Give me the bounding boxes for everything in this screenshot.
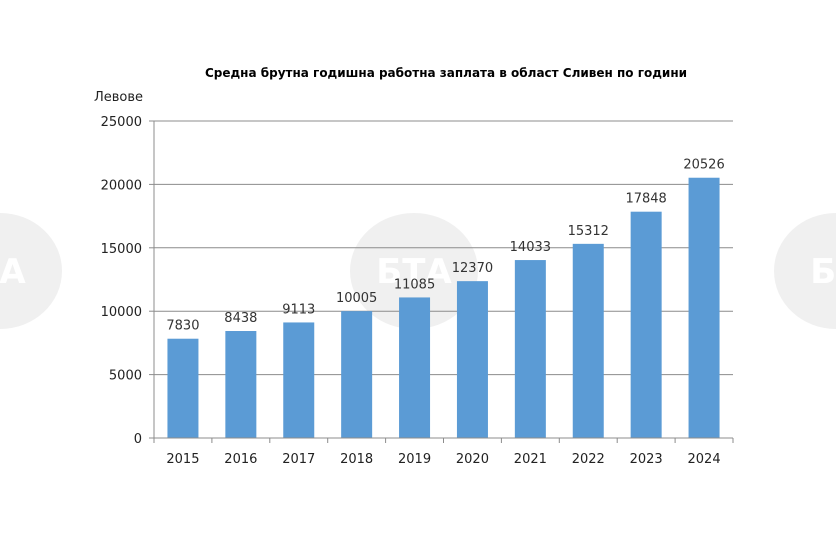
bar-2022: [572, 243, 604, 438]
data-label-2021: 14033: [510, 240, 551, 255]
x-tick-label: 2023: [630, 452, 663, 467]
data-label-2016: 8438: [224, 311, 257, 326]
data-label-2017: 9113: [282, 302, 315, 317]
bar-2024: [688, 177, 720, 438]
chart-title: Средна брутна годишна работна заплата в …: [205, 66, 687, 80]
x-tick-label: 2021: [514, 452, 547, 467]
data-label-2018: 10005: [336, 291, 377, 306]
x-tick-label: 2024: [688, 452, 721, 467]
data-label-2023: 17848: [625, 192, 666, 207]
bar-2016: [225, 331, 257, 438]
data-labels: 7830 8438 9113 10005 11085 12370 14033 15312 178…: [166, 158, 724, 334]
y-tick-label: 25000: [101, 115, 142, 130]
data-label-2019: 11085: [394, 277, 435, 292]
y-axis-label: Левове: [94, 90, 143, 105]
watermark-logo-right: БТА: [774, 213, 836, 329]
x-tick-label: 2020: [456, 452, 489, 467]
y-tick-label: 20000: [101, 178, 142, 193]
bars: [167, 177, 720, 438]
y-tick-label: 10000: [101, 305, 142, 320]
x-tick-label: 2022: [572, 452, 605, 467]
x-tick-label: 2019: [398, 452, 431, 467]
x-tick-labels: 2015 2016 2017 2018 2019 2020 2021 2022 2023 2024: [153, 438, 734, 467]
y-tick-label: 5000: [109, 369, 142, 384]
svg-text:БТА: БТА: [376, 252, 452, 292]
bar-2023: [630, 211, 662, 438]
bar-2015: [167, 338, 199, 438]
x-tick-label: 2017: [282, 452, 315, 467]
watermarks: БТА БТА БТА: [0, 213, 836, 329]
data-label-2020: 12370: [452, 261, 493, 276]
bar-2021: [514, 260, 546, 438]
y-tick-labels: 0 5000 10000 15000 20000 25000: [101, 115, 154, 447]
watermark-logo-center: БТА: [350, 213, 478, 329]
bar-2020: [456, 281, 488, 438]
watermark-logo-left: БТА: [0, 213, 62, 329]
y-tick-label: 15000: [101, 242, 142, 257]
bar-2018: [341, 311, 373, 438]
x-tick-label: 2015: [166, 452, 199, 467]
data-label-2022: 15312: [568, 224, 609, 239]
bar-2019: [399, 297, 431, 438]
data-label-2024: 20526: [683, 158, 724, 173]
y-tick-label: 0: [134, 432, 142, 447]
data-label-2015: 7830: [166, 319, 199, 334]
svg-text:БТА: БТА: [810, 252, 836, 292]
x-tick-label: 2016: [224, 452, 257, 467]
svg-text:БТА: БТА: [0, 252, 26, 292]
x-tick-label: 2018: [340, 452, 373, 467]
bar-2017: [283, 322, 315, 438]
